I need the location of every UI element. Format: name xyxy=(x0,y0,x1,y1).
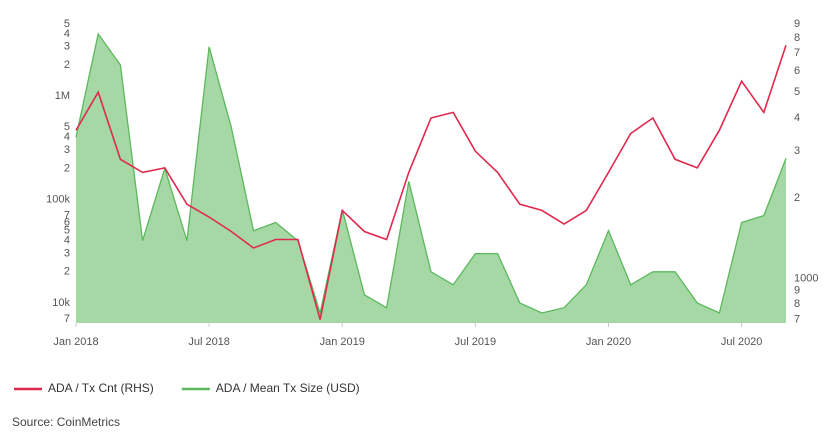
y-tick-label: 4 xyxy=(64,235,70,247)
source: Source: CoinMetrics xyxy=(12,415,120,429)
y-tick-label: 5 xyxy=(64,18,70,30)
line xyxy=(75,32,787,316)
x-tick-label: Jan 2018 xyxy=(53,336,98,348)
y-tick-label: 2 xyxy=(64,59,70,71)
x-tick-label: Jul 2019 xyxy=(455,336,497,348)
y2-tick-label: 5 xyxy=(794,86,800,98)
y-tick-label: 7 xyxy=(64,313,70,325)
y-tick-label: 3 xyxy=(64,248,70,260)
x-tick-label: Jan 2019 xyxy=(320,336,365,348)
y2-tick-label: 9 xyxy=(794,18,800,30)
y-tick-label: 3 xyxy=(64,144,70,156)
y-tick-label: 4 xyxy=(64,28,70,40)
area xyxy=(76,33,786,324)
x-tick-label: Jul 2018 xyxy=(188,336,230,348)
y2-tick-label: 1000 xyxy=(794,272,818,284)
y2-tick-label: 4 xyxy=(794,112,800,124)
x-tick-label: Jul 2020 xyxy=(721,336,763,348)
y2-tick-label: 6 xyxy=(794,65,800,77)
y2-tick-label: 7 xyxy=(794,314,800,326)
y-tick-label: 5 xyxy=(64,121,70,133)
y-tick-label: 1M xyxy=(55,90,70,102)
y2-tick-label: 2 xyxy=(794,192,800,204)
y2-tick-label: 8 xyxy=(794,298,800,310)
y-tick-label: 3 xyxy=(64,41,70,53)
y-tick-label: 4 xyxy=(64,131,70,143)
y-tick-label: 6 xyxy=(64,216,70,228)
y2-tick-label: 7 xyxy=(794,47,800,59)
legend-label: ADA / Tx Cnt (RHS) xyxy=(48,381,154,395)
x-tick-label: Jan 2020 xyxy=(586,336,631,348)
y2-tick-label: 3 xyxy=(794,145,800,157)
y2-tick-label: 9 xyxy=(794,284,800,296)
y-tick-label: 100k xyxy=(46,193,70,205)
y-tick-label: 10k xyxy=(52,297,70,309)
y-tick-label: 2 xyxy=(64,162,70,174)
y-tick-label: 5 xyxy=(64,225,70,237)
y-tick-label: 7 xyxy=(64,209,70,221)
legend-label: ADA / Mean Tx Size (USD) xyxy=(216,381,360,395)
line xyxy=(75,45,787,320)
y-tick-label: 2 xyxy=(64,266,70,278)
y2-tick-label: 8 xyxy=(794,32,800,44)
